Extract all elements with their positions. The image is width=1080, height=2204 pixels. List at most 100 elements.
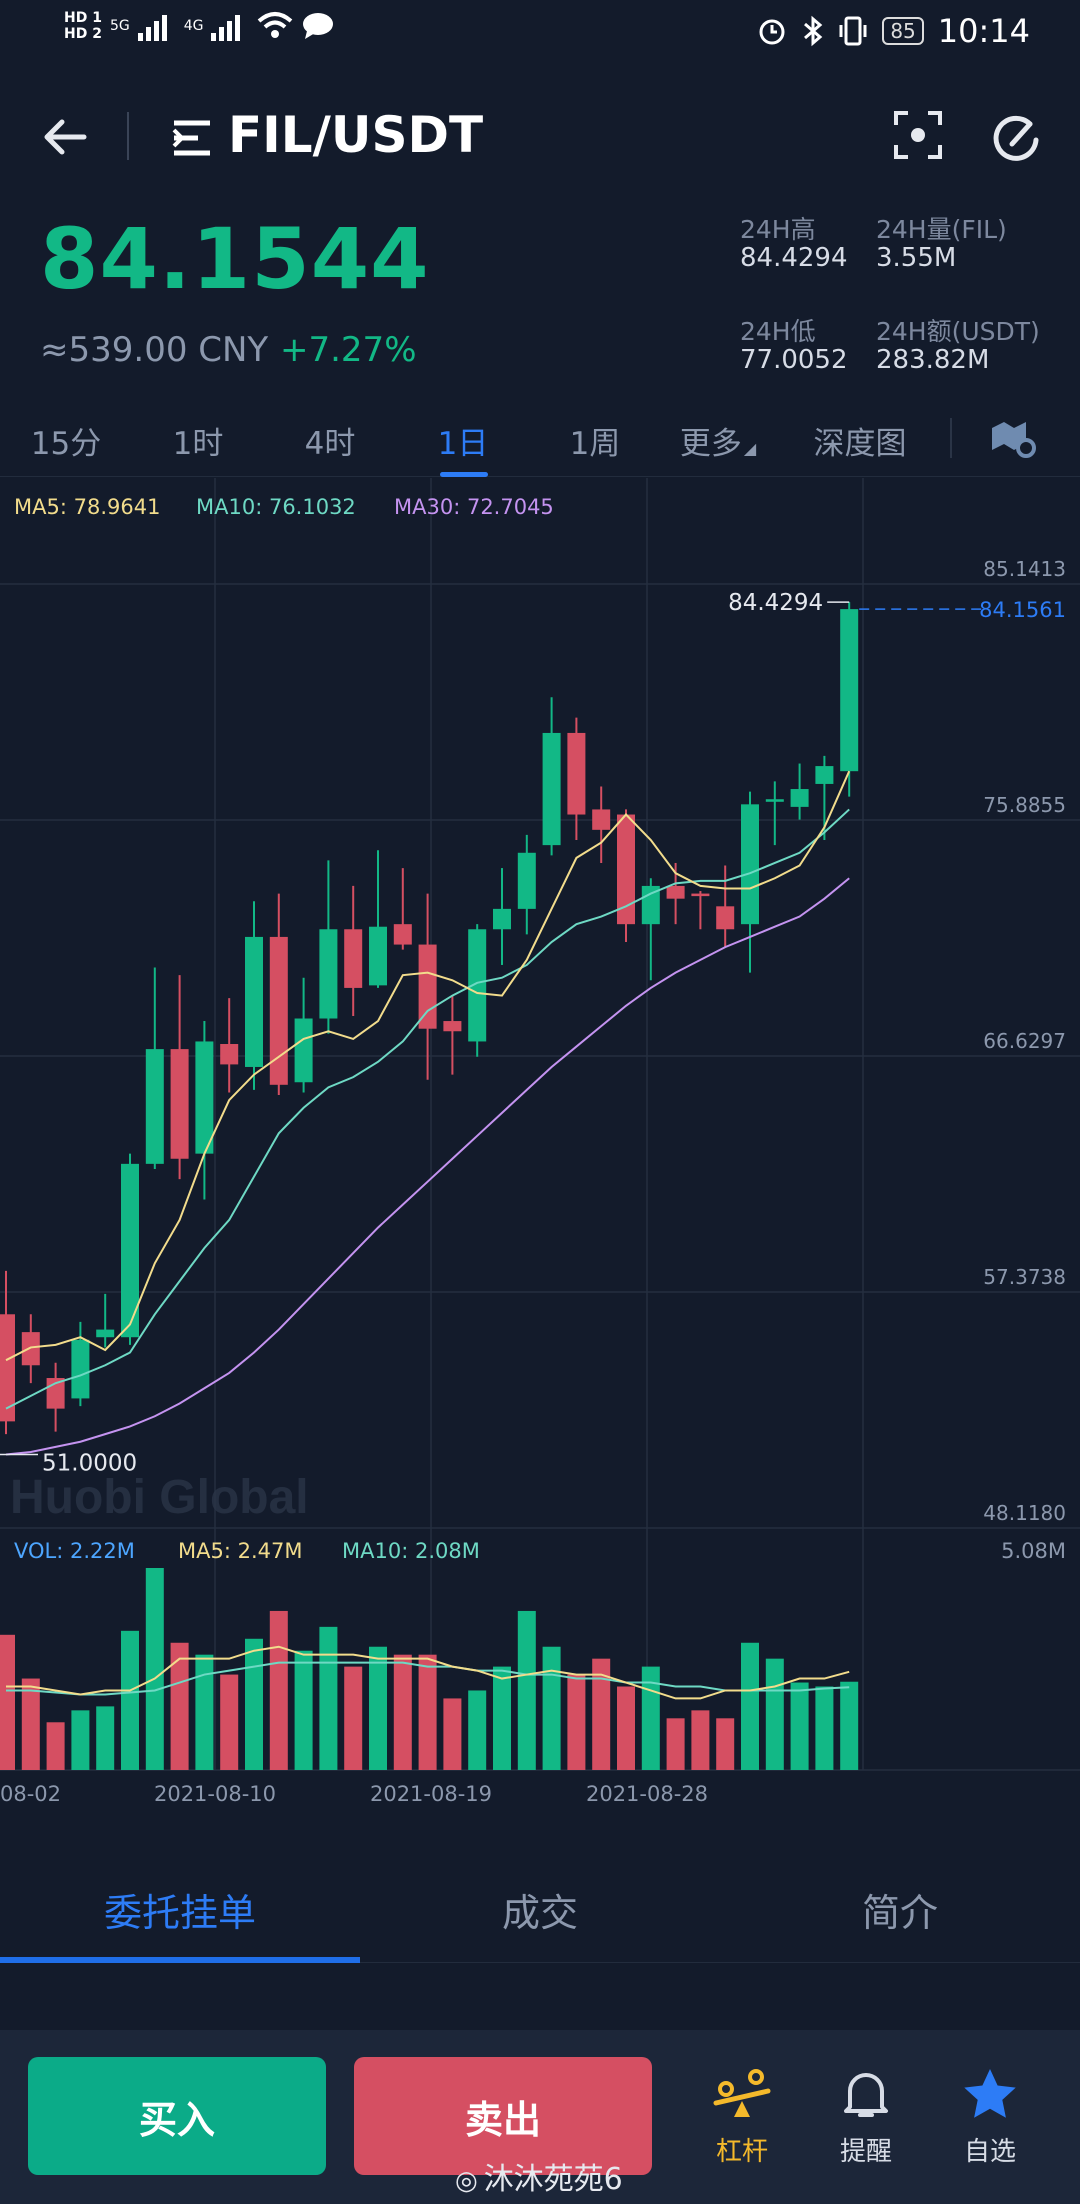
divider: [127, 112, 129, 160]
tab-4h[interactable]: 4时: [304, 426, 356, 462]
volume-bar: [592, 1658, 611, 1770]
vibrate-icon: [839, 16, 867, 46]
signal-4g-label: 4G: [183, 18, 204, 34]
volume-label: 24H量(FIL): [876, 215, 1007, 244]
low-value: 77.0052: [740, 345, 848, 375]
volume-bar: [741, 1642, 759, 1770]
y-tick-label: 75.8855: [983, 793, 1066, 817]
ma5-line: [5, 770, 851, 1362]
volume-bar: [418, 1654, 437, 1770]
star-icon: [964, 2069, 1016, 2118]
volume-bar: [691, 1710, 710, 1770]
sell-button[interactable]: 卖出: [354, 2057, 652, 2175]
y-tick-label: 57.3738: [983, 1265, 1066, 1289]
chart-settings-icon[interactable]: [990, 414, 1036, 460]
last-price-line-label: 84.1561: [979, 598, 1066, 622]
volume-bar: [21, 1678, 40, 1770]
nav-leverage[interactable]: 杠杆: [692, 2065, 792, 2168]
x-tick-label: 2021-08-19: [370, 1782, 492, 1806]
candle-body: [145, 1049, 164, 1164]
candle-body: [517, 852, 536, 909]
tab-15m[interactable]: 15分: [30, 426, 102, 462]
candle-body: [468, 929, 487, 1042]
vol-legend: VOL: 2.22M: [14, 1539, 135, 1563]
volume-bar: [393, 1654, 412, 1770]
volume-bar: [790, 1682, 809, 1770]
nav-alert[interactable]: 提醒: [816, 2065, 916, 2168]
volume-bar: [344, 1666, 363, 1770]
volume-bar: [245, 1638, 263, 1770]
tab-more[interactable]: 更多 ◢: [680, 418, 756, 463]
y-tick-label: 85.1413: [983, 557, 1066, 581]
tab-intro[interactable]: 简介: [861, 1891, 939, 1935]
bluetooth-icon: [804, 15, 823, 47]
volume-bar: [765, 1658, 784, 1770]
ma30-legend: MA30: 72.7045: [394, 495, 554, 519]
candle-body: [617, 814, 635, 925]
pair-title[interactable]: FIL/USDT: [228, 106, 484, 164]
amount-label: 24H额(USDT): [876, 317, 1040, 346]
volume-bar: [468, 1690, 487, 1770]
candle-body: [567, 732, 586, 815]
candle-body: [319, 929, 338, 1019]
status-bar: HD 1 HD 2 5G 4G 85 10:14: [0, 0, 1080, 70]
vol-max-label: 5.08M: [1001, 1539, 1066, 1563]
nav-alert-label: 提醒: [839, 2137, 892, 2167]
vol-ma5-line: [6, 1645, 850, 1700]
buy-button[interactable]: 买入: [28, 2057, 326, 2175]
volume-bar: [0, 1634, 15, 1770]
signal-5g-label: 5G: [109, 18, 130, 34]
tab-1d[interactable]: 1日: [437, 426, 489, 462]
timeframe-tabs: 15分 1时 4时 1日 1周 更多 ◢ 深度图: [0, 408, 1080, 477]
scan-icon[interactable]: [893, 110, 943, 160]
volume-ma-lines: [6, 1645, 850, 1700]
pair-list-icon[interactable]: [170, 118, 214, 158]
candle-body: [71, 1339, 90, 1399]
dropdown-caret-icon: ◢: [743, 439, 757, 458]
ma10-legend: MA10: 76.1032: [196, 495, 356, 519]
hd-icon: HD 1 HD 2: [64, 10, 102, 42]
signal-icon: [137, 11, 176, 41]
ma-lines: [0, 601, 982, 1456]
ma5-legend: MA5: 78.9641: [14, 495, 160, 519]
active-tab-indicator: [0, 1957, 360, 1963]
tab-more-label: 更多: [679, 426, 742, 462]
candle-body: [418, 944, 437, 1029]
volume-bar: [195, 1654, 214, 1770]
candle-body: [96, 1329, 115, 1338]
candle-body: [666, 885, 685, 899]
tab-1h[interactable]: 1时: [172, 426, 224, 462]
message-icon: [303, 13, 334, 39]
volume-bar: [121, 1630, 139, 1770]
volume-bar: [840, 1681, 859, 1770]
y-axis-labels: 85.1413 75.8855 66.6297 57.3738 48.1180: [983, 557, 1066, 1525]
kline-chart[interactable]: Huobi Global 85.1413 75.8855 66.6297 57.373…: [0, 478, 1080, 1824]
back-arrow-icon[interactable]: [40, 112, 90, 162]
ma10-line: [5, 808, 850, 1410]
vol-ma5-legend: MA5: 2.47M: [178, 1539, 302, 1563]
volume-bar: [71, 1710, 90, 1770]
active-tab-indicator: [440, 472, 488, 477]
candle-body: [691, 893, 710, 897]
status-time: 10:14: [937, 12, 1030, 50]
candle-body: [121, 1163, 139, 1338]
tab-depth[interactable]: 深度图: [813, 426, 907, 462]
high-value: 84.4294: [740, 243, 848, 273]
candle-body: [815, 766, 834, 784]
weibo-icon: ◎: [455, 2166, 478, 2196]
refresh-icon[interactable]: [988, 110, 1044, 166]
volume-bar: [170, 1642, 189, 1770]
y-tick-label: 48.1180: [983, 1501, 1066, 1525]
y-tick-label: 66.6297: [983, 1029, 1066, 1053]
candle-body: [269, 936, 288, 1085]
tab-1w[interactable]: 1周: [569, 426, 621, 462]
nav-favorites-label: 自选: [963, 2137, 1016, 2167]
volume-bar: [493, 1666, 511, 1770]
tab-trades[interactable]: 成交: [501, 1891, 579, 1935]
min-price-label: 51.0000: [42, 1451, 137, 1477]
tab-open-orders[interactable]: 委托挂单: [103, 1891, 257, 1935]
signal-icon-2: [211, 11, 249, 41]
nav-favorites[interactable]: 自选: [940, 2065, 1040, 2168]
candle-body: [765, 799, 784, 802]
last-price: 84.1544: [40, 210, 430, 308]
